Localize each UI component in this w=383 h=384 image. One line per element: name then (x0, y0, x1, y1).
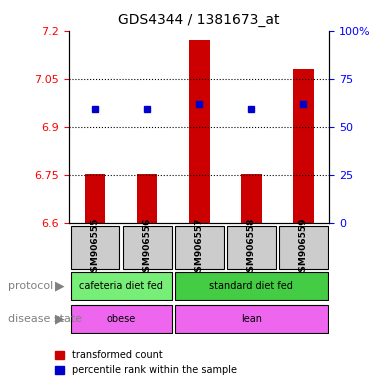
Bar (293, 69, 314, 223)
Text: lean: lean (241, 314, 262, 324)
Text: GSM906559: GSM906559 (299, 217, 308, 278)
Bar (279, 226, 328, 269)
Bar (70, 272, 172, 300)
Text: obese: obese (106, 314, 136, 324)
Text: protocol: protocol (8, 281, 53, 291)
Text: ▶: ▶ (54, 312, 64, 325)
Bar (123, 226, 172, 269)
Text: GSM906555: GSM906555 (90, 217, 100, 278)
Text: disease state: disease state (8, 314, 82, 324)
Bar (85, 174, 105, 223)
Bar (227, 226, 276, 269)
Text: ▶: ▶ (54, 280, 64, 293)
Bar (70, 226, 119, 269)
Title: GDS4344 / 1381673_at: GDS4344 / 1381673_at (118, 13, 280, 27)
Bar (189, 40, 210, 223)
Text: cafeteria diet fed: cafeteria diet fed (79, 281, 163, 291)
Text: GSM906556: GSM906556 (142, 217, 152, 278)
Bar (175, 305, 328, 333)
Text: GSM906558: GSM906558 (247, 217, 256, 278)
Bar (241, 174, 262, 223)
Bar (175, 272, 328, 300)
Legend: transformed count, percentile rank within the sample: transformed count, percentile rank withi… (51, 346, 241, 379)
Text: GSM906557: GSM906557 (195, 217, 204, 278)
Bar (70, 305, 172, 333)
Bar (175, 226, 224, 269)
Bar (137, 174, 157, 223)
Text: standard diet fed: standard diet fed (210, 281, 293, 291)
